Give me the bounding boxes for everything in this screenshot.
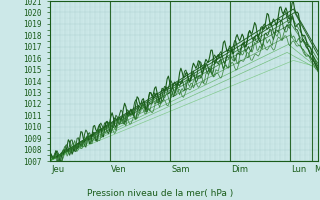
Text: Sam: Sam (171, 165, 190, 174)
Text: Lun: Lun (291, 165, 307, 174)
Text: Ven: Ven (111, 165, 127, 174)
Text: Jeu: Jeu (51, 165, 64, 174)
Text: Dim: Dim (231, 165, 248, 174)
Text: Pression niveau de la mer( hPa ): Pression niveau de la mer( hPa ) (87, 189, 233, 198)
Text: Ma: Ma (314, 165, 320, 174)
